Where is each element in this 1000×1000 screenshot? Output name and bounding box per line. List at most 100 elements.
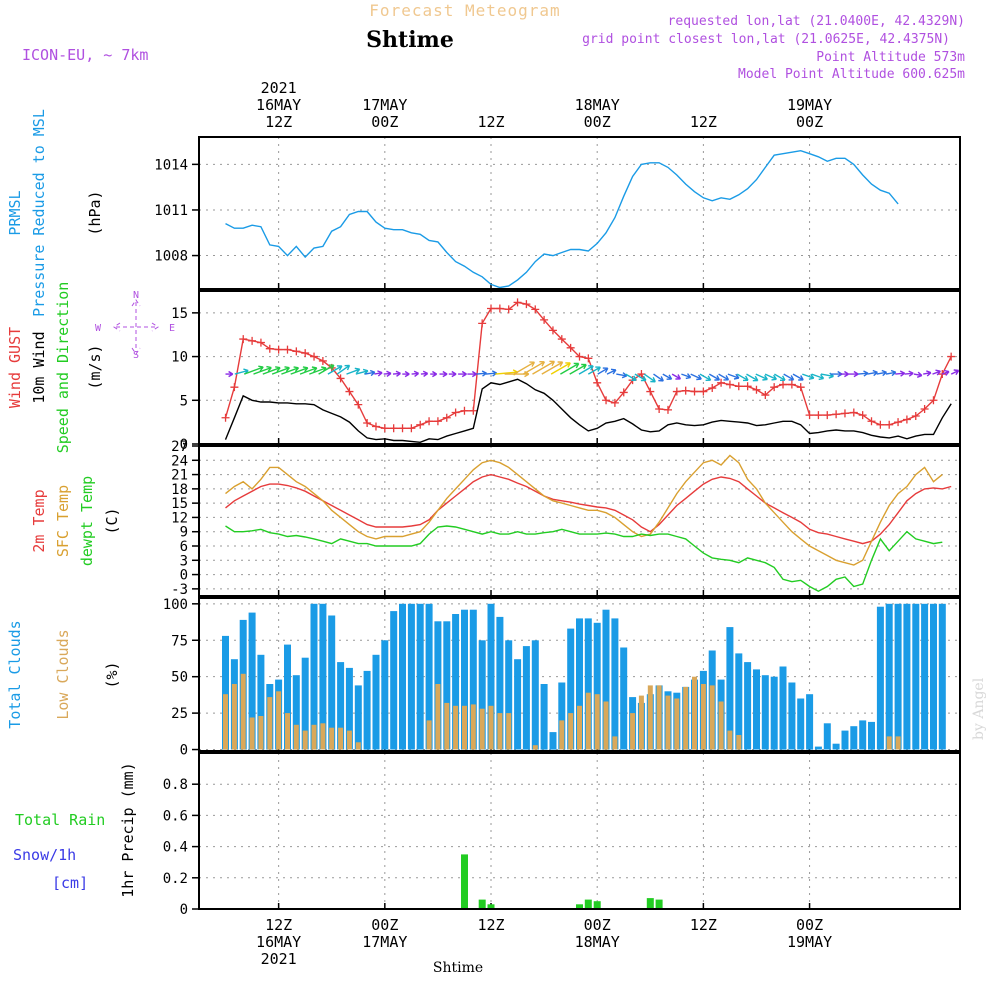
low-cloud-bar bbox=[603, 701, 609, 750]
wind-direction-arrow bbox=[327, 365, 343, 375]
low-cloud-bar bbox=[709, 685, 715, 750]
total-cloud-bar bbox=[885, 603, 893, 750]
low-cloud-bar bbox=[329, 727, 335, 750]
low-cloud-bar bbox=[647, 685, 653, 750]
total-cloud-bar bbox=[567, 628, 575, 750]
gust-marker bbox=[902, 415, 911, 424]
total-cloud-bar bbox=[761, 675, 769, 750]
total-cloud-bar bbox=[514, 659, 522, 750]
wind-direction-arrow bbox=[281, 366, 300, 375]
gust-marker bbox=[876, 420, 885, 429]
total-cloud-bar bbox=[841, 730, 849, 750]
gust-marker bbox=[371, 422, 380, 431]
wind-direction-arrow bbox=[299, 366, 318, 375]
total-cloud-bar bbox=[531, 640, 539, 750]
gust-marker bbox=[805, 411, 814, 420]
time-label-top: 00Z bbox=[371, 113, 398, 131]
y-tick-label: 9 bbox=[180, 525, 188, 541]
total-cloud-bar bbox=[540, 684, 548, 750]
gust-marker bbox=[743, 382, 752, 391]
total-cloud-bar bbox=[611, 618, 619, 750]
panel-frame bbox=[198, 597, 961, 752]
wind-direction-arrow bbox=[690, 373, 702, 381]
low-cloud-bar bbox=[895, 736, 901, 750]
y-tick-label: 1008 bbox=[154, 249, 188, 265]
low-cloud-bar bbox=[577, 705, 582, 750]
time-label-top: 16MAY bbox=[256, 96, 301, 114]
total-cloud-bar bbox=[363, 670, 371, 750]
time-label-bottom: 00Z bbox=[796, 916, 823, 934]
low-cloud-bar bbox=[585, 692, 591, 750]
gust-marker bbox=[363, 419, 372, 428]
wind-direction-arrow bbox=[271, 366, 290, 375]
gust-marker bbox=[221, 413, 230, 422]
gust-marker bbox=[787, 380, 796, 389]
y-tick-label: -3 bbox=[171, 582, 188, 598]
location-title: Shtime bbox=[366, 27, 454, 53]
wind-direction-arrow bbox=[625, 373, 637, 381]
total-cloud-bar bbox=[770, 676, 778, 750]
gust-marker bbox=[840, 409, 849, 418]
header: Forecast Meteogram Shtime ICON-EU, ~ 7km… bbox=[22, 1, 987, 976]
low-cloud-bar bbox=[727, 730, 733, 750]
gust-marker bbox=[637, 370, 646, 379]
total-cloud-bar bbox=[425, 603, 433, 750]
time-label-bottom: 12Z bbox=[265, 916, 292, 934]
total-cloud-bar bbox=[381, 640, 389, 750]
wind-direction-arrow bbox=[941, 369, 950, 376]
low-cloud-bar bbox=[435, 684, 441, 750]
time-label-bottom: 12Z bbox=[477, 916, 504, 934]
total-cloud-bar bbox=[390, 611, 398, 750]
wind-direction-arrow bbox=[513, 361, 536, 375]
total-cloud-bar bbox=[876, 606, 884, 750]
point-altitude: Point Altitude 573m bbox=[816, 50, 965, 65]
gust-marker bbox=[292, 347, 301, 356]
rain-bar bbox=[584, 899, 592, 909]
low-cloud-bar bbox=[302, 730, 308, 750]
series-line-wind-1 bbox=[224, 378, 952, 444]
gust-marker bbox=[239, 335, 248, 344]
total-cloud-bar bbox=[912, 603, 920, 750]
panel-frame bbox=[198, 445, 961, 597]
gust-marker bbox=[646, 387, 655, 396]
time-label-top: 18MAY bbox=[575, 96, 620, 114]
total-cloud-bar bbox=[345, 667, 353, 750]
low-cloud-bar bbox=[479, 708, 485, 750]
total-cloud-bar bbox=[788, 682, 796, 750]
gust-marker bbox=[602, 396, 611, 405]
wind-direction-arrow bbox=[290, 366, 309, 375]
total-cloud-bar bbox=[620, 647, 628, 750]
time-label-bottom: 16MAY bbox=[256, 933, 301, 951]
gust-marker bbox=[425, 417, 434, 426]
low-cloud-bar bbox=[497, 713, 503, 750]
low-cloud-bar bbox=[293, 724, 299, 750]
gust-marker bbox=[504, 305, 513, 314]
total-cloud-bar bbox=[576, 618, 583, 750]
low-cloud-bar bbox=[346, 730, 352, 750]
time-label-top: 2021 bbox=[261, 79, 297, 97]
wind-direction-arrow bbox=[262, 366, 281, 375]
low-cloud-bar bbox=[285, 713, 290, 750]
low-cloud-bar bbox=[665, 695, 671, 750]
wind-direction-arrow bbox=[867, 369, 878, 377]
wind-direction-arrow bbox=[253, 365, 272, 375]
rain-bar bbox=[461, 854, 468, 909]
y-tick-label: 50 bbox=[171, 670, 188, 686]
y-tick-label: 0.2 bbox=[163, 871, 188, 887]
gust-marker bbox=[814, 411, 823, 420]
low-cloud-bar bbox=[736, 735, 742, 750]
panel-precip: 0 0.2 0.4 0.6 0.8 Total Rain Snow/1h [cm] 1hr Pr… bbox=[13, 752, 961, 918]
wind-direction-arrow bbox=[616, 372, 628, 379]
time-label-top: 00Z bbox=[584, 113, 611, 131]
gust-marker bbox=[619, 388, 628, 397]
wind-direction-arrow bbox=[439, 370, 448, 378]
wind-direction-arrow bbox=[402, 370, 410, 378]
y-axis-unit: (C) bbox=[103, 507, 121, 534]
y-axis-unit: (m/s) bbox=[86, 344, 104, 389]
total-cloud-bar bbox=[814, 746, 822, 750]
gust-marker bbox=[398, 424, 407, 433]
gust-marker bbox=[451, 408, 460, 417]
wind-direction-arrow bbox=[597, 367, 609, 375]
time-label-bottom: 19MAY bbox=[787, 933, 832, 951]
panel-frame bbox=[198, 290, 961, 445]
